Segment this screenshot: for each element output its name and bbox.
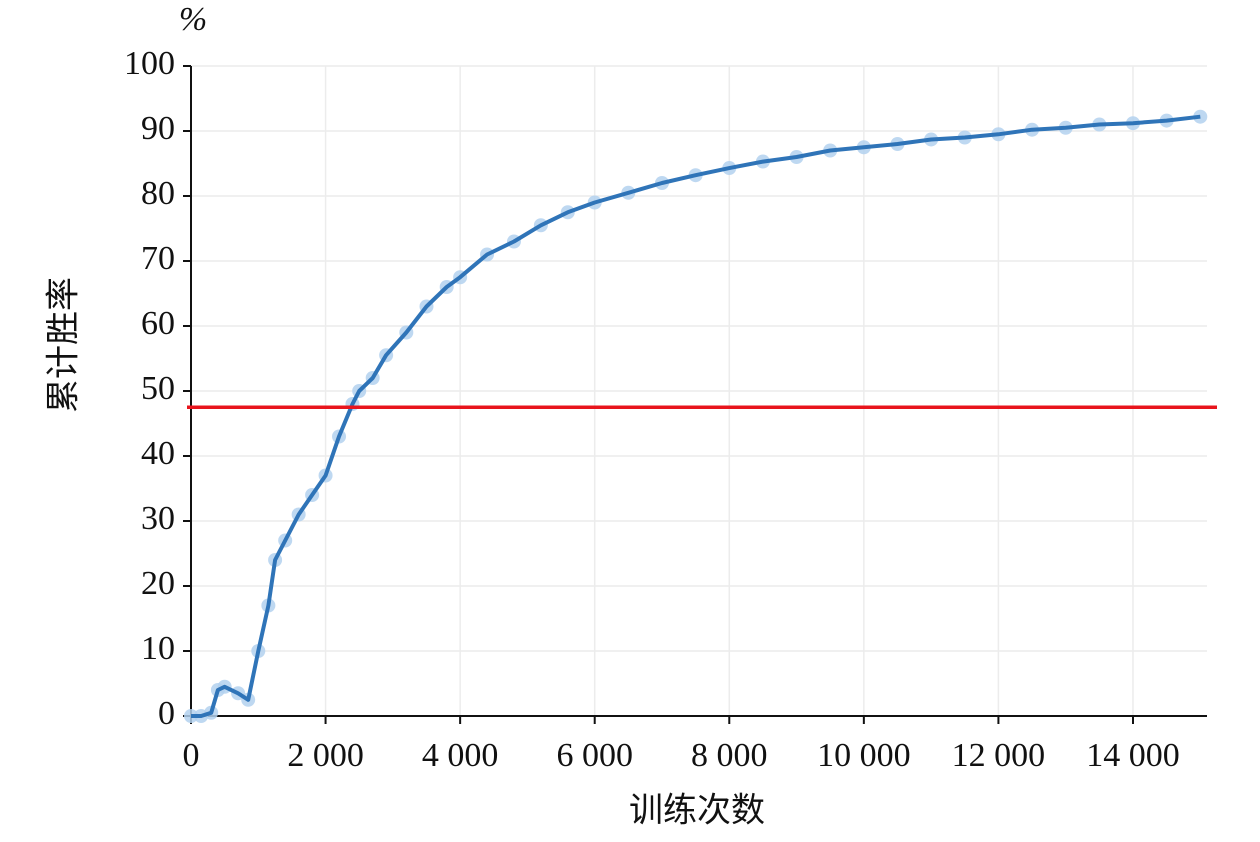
- y-tick-label: 90: [141, 110, 175, 147]
- y-tick-label: 100: [124, 45, 175, 82]
- y-tick-label: 70: [141, 240, 175, 277]
- x-tick-label: 10 000: [817, 737, 911, 774]
- y-tick-label: 20: [141, 565, 175, 602]
- x-tick-label: 0: [183, 737, 200, 774]
- y-tick-label: 40: [141, 435, 175, 472]
- y-axis-label: 累计胜率: [44, 277, 84, 413]
- x-tick-label: 2 000: [287, 737, 364, 774]
- x-tick-label: 4 000: [422, 737, 499, 774]
- x-tick-label: 12 000: [952, 737, 1046, 774]
- x-tick-label: 6 000: [556, 737, 633, 774]
- x-tick-label: 8 000: [691, 737, 768, 774]
- x-tick-label: 14 000: [1086, 737, 1180, 774]
- y-tick-label: 30: [141, 500, 175, 537]
- y-tick-label: 60: [141, 305, 175, 342]
- unit-label: %: [179, 1, 207, 38]
- y-tick-label: 50: [141, 370, 175, 407]
- data-line: [191, 114, 1201, 718]
- y-tick-label: 0: [158, 695, 175, 732]
- y-tick-label: 80: [141, 175, 175, 212]
- y-tick-label: 10: [141, 630, 175, 667]
- x-axis-label: 训练次数: [629, 791, 765, 831]
